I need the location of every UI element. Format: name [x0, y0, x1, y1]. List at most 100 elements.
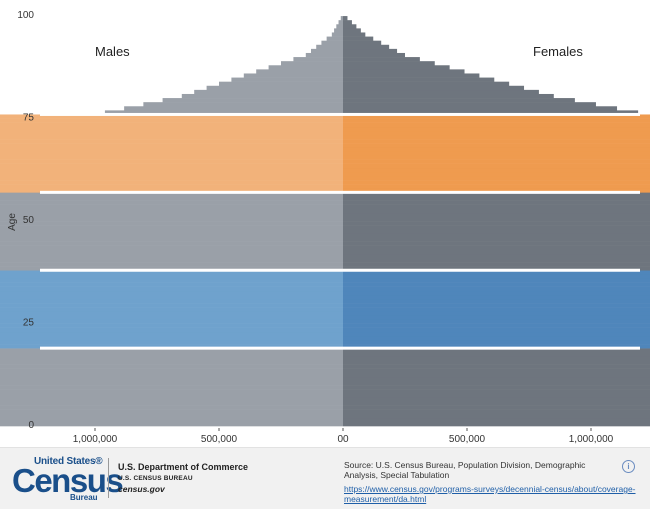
male-bar-age-64 — [0, 159, 344, 164]
male-bar-age-65 — [0, 155, 343, 160]
info-icon[interactable]: i — [622, 460, 635, 473]
male-bar-age-99 — [340, 16, 343, 21]
female-bar-age-33 — [343, 286, 650, 292]
male-bar-age-58 — [0, 184, 344, 189]
census-logo[interactable]: United States® Census Bureau — [12, 456, 124, 502]
male-bar-age-80 — [181, 93, 343, 99]
male-bar-age-85 — [243, 73, 343, 78]
female-bar-age-39 — [343, 262, 650, 267]
male-bar-age-1 — [0, 417, 344, 423]
female-bar-age-45 — [343, 237, 650, 242]
male-bar-age-90 — [305, 52, 343, 58]
male-bar-age-31 — [0, 294, 343, 300]
female-bar-age-90 — [343, 52, 405, 58]
male-bar-age-14 — [0, 364, 343, 369]
male-bar-age-24 — [0, 323, 343, 328]
logo-main-text: Census — [12, 462, 124, 499]
male-bar-age-54 — [0, 200, 343, 205]
male-bar-age-41 — [0, 253, 344, 259]
male-bar-age-94 — [326, 36, 343, 41]
male-bar-age-15 — [0, 360, 343, 365]
female-bar-age-31 — [343, 294, 650, 300]
female-bar-age-27 — [343, 311, 650, 316]
y-tick-label-2: 50 — [23, 215, 35, 226]
female-bar-age-57 — [343, 188, 650, 193]
male-bar-age-55 — [0, 196, 344, 201]
male-bar-age-11 — [0, 376, 343, 382]
female-bar-age-69 — [343, 139, 650, 144]
axis-ticks: 02550751002,000,0001,500,0001,000,000500… — [17, 10, 613, 445]
male-bar-age-4 — [0, 405, 344, 410]
group-separator-2 — [40, 346, 640, 350]
male-bar-age-38 — [0, 266, 344, 271]
male-bar-age-79 — [162, 98, 343, 103]
female-bar-age-79 — [343, 98, 575, 103]
population-pyramid-chart: 02550751002,000,0001,500,0001,000,000500… — [0, 10, 650, 445]
female-bar-age-24 — [343, 323, 650, 328]
male-bar-age-52 — [0, 208, 343, 214]
female-bar-age-44 — [343, 241, 650, 246]
male-bar-age-12 — [0, 372, 343, 378]
source-link[interactable]: https://www.census.gov/programs-surveys/… — [344, 484, 636, 504]
male-bar-age-13 — [0, 368, 344, 374]
male-bar-age-2 — [0, 413, 344, 419]
male-bar-age-6 — [0, 397, 343, 402]
male-bar-age-83 — [219, 81, 343, 87]
female-bar-age-70 — [343, 134, 650, 140]
y-tick-label-0: 0 — [28, 420, 34, 431]
female-bar-age-92 — [343, 44, 390, 50]
female-bar-age-76 — [343, 110, 639, 115]
female-bar-age-85 — [343, 73, 480, 78]
female-bar-age-50 — [343, 216, 650, 222]
female-bar-age-37 — [343, 270, 650, 275]
male-bar-age-71 — [0, 130, 343, 136]
female-bar-age-7 — [343, 393, 650, 398]
female-bar-age-47 — [343, 229, 650, 234]
female-bar-age-73 — [343, 122, 650, 128]
female-bar-age-89 — [343, 57, 420, 62]
female-bar-age-32 — [343, 290, 650, 296]
female-bar-age-20 — [343, 339, 650, 345]
female-bar-age-41 — [343, 253, 650, 259]
females-label: Females — [533, 44, 583, 59]
female-bar-age-40 — [343, 257, 650, 263]
male-bar-age-69 — [0, 139, 344, 144]
female-bar-age-11 — [343, 376, 650, 382]
female-bar-age-4 — [343, 405, 650, 410]
female-bar-age-25 — [343, 319, 650, 324]
male-bar-age-67 — [0, 147, 343, 152]
male-bar-age-43 — [0, 245, 343, 251]
male-bar-age-57 — [0, 188, 343, 193]
male-bar-age-40 — [0, 257, 343, 263]
male-bar-age-61 — [0, 171, 344, 177]
female-bar-age-93 — [343, 40, 382, 46]
female-bar-age-30 — [343, 298, 650, 304]
female-bar-age-2 — [343, 413, 650, 419]
male-bar-age-78 — [143, 102, 343, 107]
male-bar-age-23 — [0, 327, 343, 333]
male-bar-age-76 — [104, 110, 343, 115]
female-bar-age-94 — [343, 36, 374, 41]
female-bar-age-18 — [343, 348, 650, 353]
logo-divider — [108, 458, 109, 498]
female-bar-age-71 — [343, 130, 650, 136]
female-bar-age-43 — [343, 245, 650, 251]
male-bar-age-42 — [0, 249, 343, 255]
female-bar-age-19 — [343, 344, 650, 349]
female-bar-age-97 — [343, 24, 357, 29]
male-bar-age-62 — [0, 167, 344, 173]
source-note: Source: U.S. Census Bureau, Population D… — [344, 460, 586, 480]
male-bar-age-97 — [336, 24, 343, 29]
department-block: U.S. Department of Commerce U.S. CENSUS … — [118, 462, 248, 495]
male-bar-age-88 — [281, 61, 343, 66]
female-bar-age-62 — [343, 167, 650, 173]
female-bar-age-26 — [343, 315, 650, 320]
y-tick-label-4: 100 — [17, 10, 34, 21]
female-bar-age-67 — [343, 147, 650, 152]
female-bar-age-46 — [343, 233, 650, 238]
y-tick-label-3: 75 — [23, 113, 35, 124]
male-bar-age-28 — [0, 307, 344, 312]
male-bar-age-20 — [0, 339, 343, 345]
female-bar-age-77 — [343, 106, 618, 111]
female-bar-age-9 — [343, 385, 650, 390]
